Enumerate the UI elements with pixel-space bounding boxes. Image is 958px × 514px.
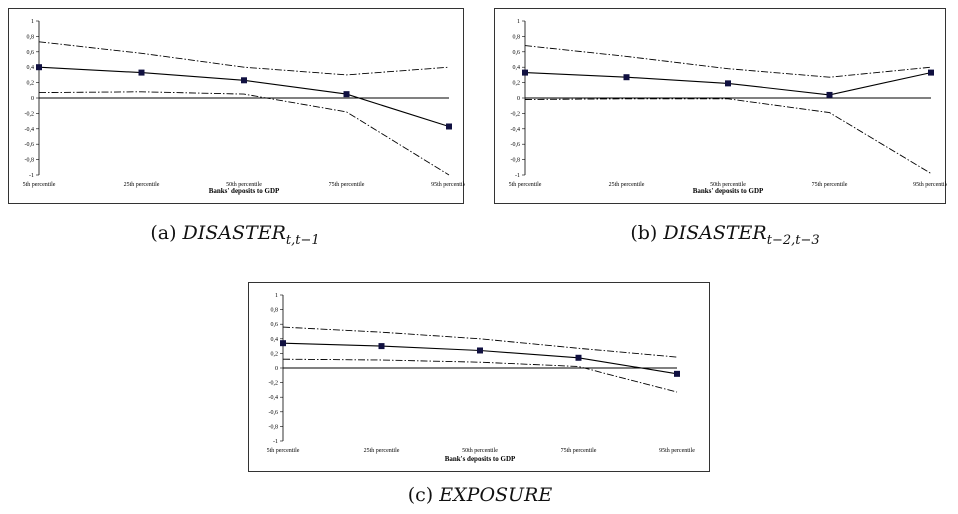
x-tick-label-a: 95th percentile xyxy=(431,182,465,188)
y-tick-label-a: 0,6 xyxy=(27,50,35,56)
x-axis-label-b: Banks' deposits to GDP xyxy=(693,187,764,195)
x-axis-label-c: Bank's deposits to GDP xyxy=(445,455,516,463)
estimate-marker-b xyxy=(928,69,934,76)
estimate-marker-b xyxy=(522,69,528,76)
caption-c: (c) EXPOSURE xyxy=(360,484,600,506)
y-tick-label-b: -0,4 xyxy=(511,127,521,133)
upper-line-c xyxy=(282,326,678,358)
caption-b-sub: t−2,t−3 xyxy=(766,232,820,248)
estimate-marker-a xyxy=(36,64,42,71)
caption-c-prefix: (c) xyxy=(407,484,434,506)
chart-panel-c: 1 0,8 0,6 0,4 0,2 0 -0,2 -0,4 -0,6 -0,8 -1 5th perc… xyxy=(248,282,710,472)
y-tick-label-c: -0,6 xyxy=(269,410,279,416)
x-tick-label-a: 50th percentile xyxy=(226,182,262,188)
y-tick-label-b: 0,4 xyxy=(513,65,521,71)
estimate-marker-c xyxy=(674,370,680,377)
y-tick-label-a: 0 xyxy=(31,96,34,102)
caption-a-prefix: (a) xyxy=(150,222,177,244)
y-tick-label-a: 0,2 xyxy=(27,81,35,87)
upper-line-b xyxy=(524,45,932,78)
caption-a: (a) DISASTERt,t−1 xyxy=(120,222,350,248)
lower-line-b xyxy=(524,98,932,174)
y-tick-label-c: 0,4 xyxy=(271,337,279,343)
y-tick-label-c: -0,4 xyxy=(269,395,279,401)
estimate-marker-a xyxy=(343,91,350,98)
y-tick-label-a: -0,8 xyxy=(25,158,35,164)
caption-c-main: EXPOSURE xyxy=(439,484,553,506)
x-tick-label-a: 25th percentile xyxy=(124,182,160,188)
y-tick-label-a: 0,4 xyxy=(27,65,35,71)
y-tick-label-a: -0,2 xyxy=(25,111,35,117)
y-tick-label-b: 0,6 xyxy=(513,50,521,56)
y-tick-label-c: -0,2 xyxy=(269,381,279,387)
y-tick-label-c: 0,8 xyxy=(271,308,279,314)
x-axis-label-a: Banks' deposits to GDP xyxy=(209,187,280,195)
caption-b-prefix: (b) xyxy=(630,222,658,244)
y-tick-label-c: 0 xyxy=(275,366,278,372)
estimate-marker-a xyxy=(138,69,145,76)
y-tick-label-b: 0,2 xyxy=(513,81,521,87)
estimate-marker-a xyxy=(446,123,452,130)
y-tick-label-c: 0,6 xyxy=(271,322,279,328)
x-tick-label-c: 95th percentile xyxy=(659,448,695,454)
y-tick-label-b: -0,2 xyxy=(511,111,521,117)
estimate-marker-b xyxy=(623,74,630,81)
y-tick-label-a: -0,6 xyxy=(25,142,35,148)
estimate-marker-c xyxy=(575,354,582,361)
estimate-marker-c xyxy=(280,340,286,347)
lower-line-c xyxy=(282,358,678,393)
y-tick-label-b: -0,8 xyxy=(511,158,521,164)
x-tick-label-c: 25th percentile xyxy=(364,448,400,454)
x-tick-label-b: 75th percentile xyxy=(812,182,848,188)
y-tick-label-b: -1 xyxy=(515,173,520,179)
y-tick-label-c: -1 xyxy=(273,439,278,445)
estimate-marker-c xyxy=(477,347,483,354)
y-tick-label-c: 1 xyxy=(275,293,278,299)
x-tick-label-b: 25th percentile xyxy=(609,182,645,188)
caption-a-main: DISASTER xyxy=(182,222,286,244)
y-tick-label-a: 1 xyxy=(31,19,34,25)
chart-svg-b: 1 0,8 0,6 0,4 0,2 0 -0,2 -0,4 -0,6 -0,8 -1 5th perc… xyxy=(509,19,947,195)
chart-panel-b: 1 0,8 0,6 0,4 0,2 0 -0,2 -0,4 -0,6 -0,8 -1 5th perc… xyxy=(494,8,947,204)
y-tick-label-b: 0,8 xyxy=(513,34,521,40)
estimate-marker-a xyxy=(241,77,247,84)
caption-b-main: DISASTER xyxy=(663,222,767,244)
caption-a-sub: t,t−1 xyxy=(285,232,320,248)
x-tick-label-b: 95th percentile xyxy=(913,182,947,188)
chart-svg-a: 1 0,8 0,6 0,4 0,2 0 -0,2 -0,4 -0,6 -0,8 -1 5th perc… xyxy=(23,19,465,195)
x-tick-label-a: 5th percentile xyxy=(23,182,56,188)
x-tick-label-a: 75th percentile xyxy=(329,182,365,188)
x-tick-label-c: 75th percentile xyxy=(561,448,597,454)
y-tick-label-a: -1 xyxy=(29,173,34,179)
x-tick-label-b: 5th percentile xyxy=(509,182,542,188)
y-tick-label-b: 1 xyxy=(517,19,520,25)
lower-line-a xyxy=(38,91,450,176)
estimate-marker-b xyxy=(725,80,731,87)
chart-svg-c: 1 0,8 0,6 0,4 0,2 0 -0,2 -0,4 -0,6 -0,8 -1 5th perc… xyxy=(267,293,696,463)
y-tick-label-c: -0,8 xyxy=(269,424,279,430)
y-tick-label-b: 0 xyxy=(517,96,520,102)
x-tick-label-c: 5th percentile xyxy=(267,448,300,454)
upper-line-a xyxy=(38,41,450,76)
y-tick-label-b: -0,6 xyxy=(511,142,521,148)
x-tick-label-c: 50th percentile xyxy=(462,448,498,454)
estimate-line-a xyxy=(38,66,450,128)
y-tick-label-a: 0,8 xyxy=(27,34,35,40)
x-tick-label-b: 50th percentile xyxy=(710,182,746,188)
y-tick-label-a: -0,4 xyxy=(25,127,35,133)
estimate-marker-b xyxy=(826,91,833,98)
caption-b: (b) DISASTERt−2,t−3 xyxy=(600,222,850,248)
estimate-marker-c xyxy=(378,343,385,350)
y-tick-label-c: 0,2 xyxy=(271,351,279,357)
chart-panel-a: 1 0,8 0,6 0,4 0,2 0 -0,2 -0,4 -0,6 -0,8 -1 5th perc… xyxy=(8,8,465,204)
